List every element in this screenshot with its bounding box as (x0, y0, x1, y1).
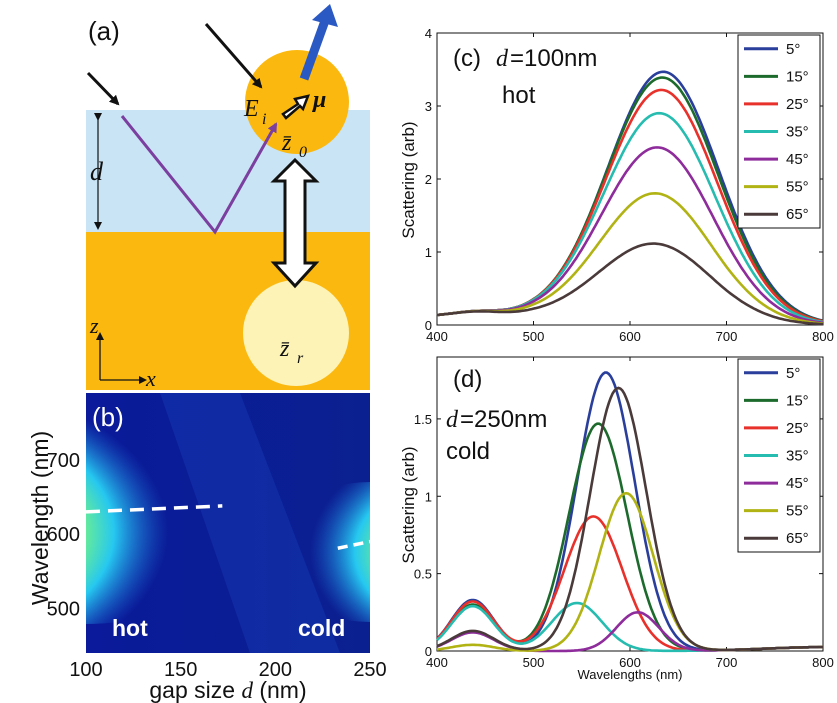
d-y-tick-label: 1.5 (414, 412, 432, 427)
c-x-tick-label: 700 (716, 329, 738, 344)
panel-b: (b) hot cold 100 150 200 250 500 600 700 Wave… (27, 393, 387, 703)
c-x-tick-label: 500 (523, 329, 545, 344)
c-legend-label: 25° (786, 96, 809, 113)
c-legend-label: 45° (786, 151, 809, 168)
panel-d-label: (d) (453, 366, 482, 393)
panel-c-title-value: =100nm (510, 45, 597, 72)
hot-dashed-line (85, 504, 223, 514)
panel-c-y-axis-label: Scattering (arb) (399, 121, 418, 238)
panel-b-x-tick-label: 150 (164, 659, 197, 681)
d-legend-label: 35° (786, 448, 809, 465)
panel-b-x-axis-label: gap size d (nm) (149, 677, 306, 703)
z-axis-label: z (89, 313, 99, 338)
mu-label: μ (311, 87, 326, 113)
panel-d-title-line2: cold (446, 438, 490, 465)
d-y-tick-label: 0 (425, 644, 432, 659)
incident-ray-left-arrow (86, 71, 120, 106)
coupling-double-arrow (270, 157, 320, 289)
c-legend-label: 5° (786, 41, 800, 58)
c-x-tick-label: 600 (619, 329, 641, 344)
zr-label: z̄ (279, 336, 290, 362)
panel-a: d μ E i z̄ 0 z̄ r z x (a) (86, 4, 370, 391)
panel-c-label: (c) (453, 45, 481, 72)
panel-b-y-axis-label: Wavelength (nm) (27, 431, 53, 605)
c-legend-label: 65° (786, 206, 809, 223)
panel-b-label: (b) (92, 402, 124, 432)
panel-c-legend: 5° 15° 25° 35° 45° 55° 65° (737, 34, 821, 229)
panel-b-x-tick-label: 250 (353, 659, 386, 681)
cold-dashed-line (337, 539, 371, 550)
c-y-tick-label: 4 (425, 26, 432, 41)
dipole-arrow (281, 94, 311, 120)
panel-b-y-tick-label: 500 (47, 598, 80, 620)
hot-annotation: hot (112, 615, 148, 641)
d-x-tick-label: 800 (812, 655, 834, 670)
panel-c-title-var: d (496, 46, 509, 72)
d-x-tick-label: 600 (619, 655, 641, 670)
panel-d-title-value: =250nm (460, 406, 547, 433)
x-axis-label: x (145, 366, 156, 391)
zr-subscript: r (297, 350, 304, 367)
panel-c: 400 500 600 700 800 0 1 2 3 4 5° 15° 25° 35° 45° 55° 65… (399, 26, 834, 344)
panel-d-x-axis-label: Wavelengths (nm) (578, 667, 683, 682)
c-legend-label: 35° (786, 124, 809, 141)
ei-label: E (243, 96, 259, 122)
d-series-line (436, 386, 823, 652)
scatter-arrow-head (312, 4, 338, 27)
d-legend-label: 5° (786, 365, 800, 382)
panel-b-y-ticks: 500 600 700 (47, 450, 80, 621)
cold-annotation: cold (298, 615, 345, 641)
panel-d-y-axis-label: Scattering (arb) (399, 446, 418, 563)
heatmap-hot-region (86, 420, 251, 624)
heatmap-cold-region (270, 482, 370, 622)
d-label: d (90, 157, 104, 186)
d-legend-label: 55° (786, 503, 809, 520)
d-x-tick-label: 700 (716, 655, 738, 670)
d-x-tick-label: 500 (523, 655, 545, 670)
d-y-tick-label: 1 (425, 489, 432, 504)
z0-subscript: 0 (299, 144, 307, 161)
c-y-tick-label: 2 (425, 172, 432, 187)
d-legend-label: 45° (786, 475, 809, 492)
d-legend-label: 25° (786, 420, 809, 437)
c-x-tick-label: 400 (426, 329, 448, 344)
panel-b-x-tick-label: 100 (69, 659, 102, 681)
panel-c-series (436, 70, 824, 326)
scatter-arrow-shaft (299, 16, 331, 81)
panel-d: 400 500 600 700 800 0 0.5 1 1.5 5° 15° 25° 35° 45° 55… (399, 356, 834, 682)
panel-d-legend: 5° 15° 25° 35° 45° 55° 65° (737, 358, 821, 553)
ei-subscript: i (262, 111, 266, 128)
c-y-tick-label: 0 (425, 318, 432, 333)
c-x-tick-label: 800 (812, 329, 834, 344)
c-y-tick-label: 3 (425, 99, 432, 114)
d-y-tick-label: 0.5 (414, 567, 432, 582)
panel-b-y-tick-label: 600 (47, 524, 80, 546)
image-dipole-sphere (243, 280, 349, 386)
c-legend-label: 15° (786, 68, 809, 85)
panel-d-title-var: d (446, 407, 459, 433)
c-y-tick-label: 1 (425, 245, 432, 260)
panel-b-x-ticks: 100 150 200 250 (69, 659, 386, 681)
panel-d-series (436, 371, 823, 653)
d-x-tick-label: 400 (426, 655, 448, 670)
c-series-line (436, 242, 824, 326)
panel-a-label: (a) (88, 16, 120, 46)
panel-b-y-tick-label: 700 (47, 450, 80, 472)
c-legend-label: 55° (786, 179, 809, 196)
d-legend-label: 65° (786, 530, 809, 547)
d-legend-label: 15° (786, 392, 809, 409)
incident-ray-top-arrow (204, 23, 263, 89)
z0-label: z̄ (281, 130, 292, 156)
panel-c-ticks: 400 500 600 700 800 0 1 2 3 4 (425, 26, 834, 344)
panel-b-x-tick-label: 200 (259, 659, 292, 681)
reflected-ray-arrow (120, 115, 278, 235)
panel-c-title-line2: hot (502, 82, 536, 109)
